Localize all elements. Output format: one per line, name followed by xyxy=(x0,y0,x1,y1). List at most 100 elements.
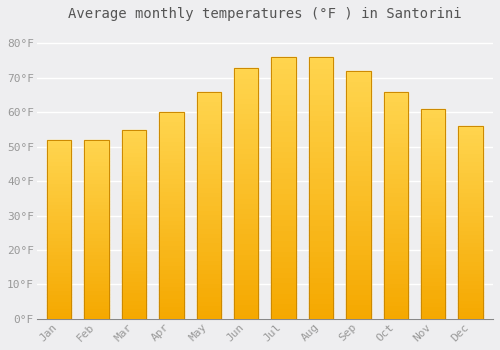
Bar xyxy=(309,63,333,68)
Bar xyxy=(384,255,408,260)
Bar xyxy=(122,217,146,220)
Bar xyxy=(234,183,258,188)
Bar xyxy=(458,196,483,199)
Bar xyxy=(122,315,146,319)
Bar xyxy=(47,222,72,226)
Bar xyxy=(272,110,295,115)
Bar xyxy=(272,308,295,314)
Bar xyxy=(47,276,72,280)
Bar xyxy=(272,188,295,193)
Bar xyxy=(458,180,483,184)
Bar xyxy=(234,68,258,319)
Bar xyxy=(346,304,370,309)
Bar xyxy=(309,303,333,308)
Bar xyxy=(47,144,72,147)
Bar xyxy=(122,141,146,145)
Bar xyxy=(384,214,408,219)
Bar xyxy=(384,101,408,105)
Bar xyxy=(346,111,370,116)
Bar xyxy=(196,196,221,201)
Bar xyxy=(458,315,483,319)
Bar xyxy=(272,157,295,162)
Bar xyxy=(346,140,370,145)
Bar xyxy=(196,114,221,119)
Bar xyxy=(196,237,221,241)
Bar xyxy=(84,140,108,319)
Bar xyxy=(84,294,108,298)
Bar xyxy=(84,308,108,312)
Bar xyxy=(309,293,333,298)
Bar xyxy=(196,201,221,205)
Bar xyxy=(84,254,108,258)
Bar xyxy=(159,203,184,207)
Bar xyxy=(196,137,221,142)
Bar xyxy=(47,176,72,179)
Bar xyxy=(196,278,221,282)
Bar xyxy=(122,251,146,254)
Bar xyxy=(384,264,408,269)
Bar xyxy=(421,294,446,298)
Bar xyxy=(309,83,333,89)
Bar xyxy=(159,166,184,170)
Bar xyxy=(234,83,258,88)
Bar xyxy=(196,110,221,114)
Bar xyxy=(84,276,108,280)
Bar xyxy=(47,183,72,187)
Bar xyxy=(384,133,408,137)
Bar xyxy=(458,199,483,203)
Bar xyxy=(122,239,146,243)
Bar xyxy=(234,118,258,123)
Bar xyxy=(122,270,146,273)
Bar xyxy=(234,198,258,203)
Bar xyxy=(458,138,483,141)
Bar xyxy=(196,124,221,128)
Bar xyxy=(421,134,446,138)
Bar xyxy=(159,121,184,125)
Bar xyxy=(272,251,295,256)
Bar xyxy=(309,141,333,146)
Bar xyxy=(234,208,258,214)
Bar xyxy=(346,150,370,155)
Bar xyxy=(47,140,72,319)
Bar xyxy=(234,248,258,253)
Bar xyxy=(458,311,483,315)
Bar xyxy=(384,155,408,160)
Bar xyxy=(421,247,446,252)
Bar xyxy=(272,99,295,104)
Bar xyxy=(122,130,146,319)
Bar xyxy=(122,300,146,304)
Bar xyxy=(84,258,108,261)
Bar xyxy=(384,282,408,287)
Bar xyxy=(122,285,146,289)
Bar xyxy=(84,301,108,304)
Bar xyxy=(309,193,333,198)
Bar xyxy=(47,197,72,201)
Bar xyxy=(159,240,184,245)
Bar xyxy=(384,223,408,228)
Bar xyxy=(384,305,408,310)
Bar xyxy=(196,219,221,223)
Bar xyxy=(196,105,221,110)
Bar xyxy=(47,147,72,150)
Bar xyxy=(458,296,483,300)
Bar xyxy=(84,176,108,179)
Bar xyxy=(84,215,108,219)
Bar xyxy=(384,169,408,174)
Bar xyxy=(346,71,370,319)
Bar xyxy=(84,172,108,176)
Bar xyxy=(384,287,408,292)
Bar xyxy=(309,277,333,282)
Bar xyxy=(47,240,72,244)
Bar xyxy=(234,72,258,78)
Bar xyxy=(272,162,295,167)
Bar xyxy=(384,210,408,214)
Bar xyxy=(346,96,370,101)
Bar xyxy=(47,226,72,229)
Bar xyxy=(384,228,408,232)
Bar xyxy=(234,193,258,198)
Bar xyxy=(47,265,72,269)
Bar xyxy=(234,138,258,143)
Bar xyxy=(122,133,146,137)
Bar xyxy=(272,115,295,120)
Bar xyxy=(346,210,370,215)
